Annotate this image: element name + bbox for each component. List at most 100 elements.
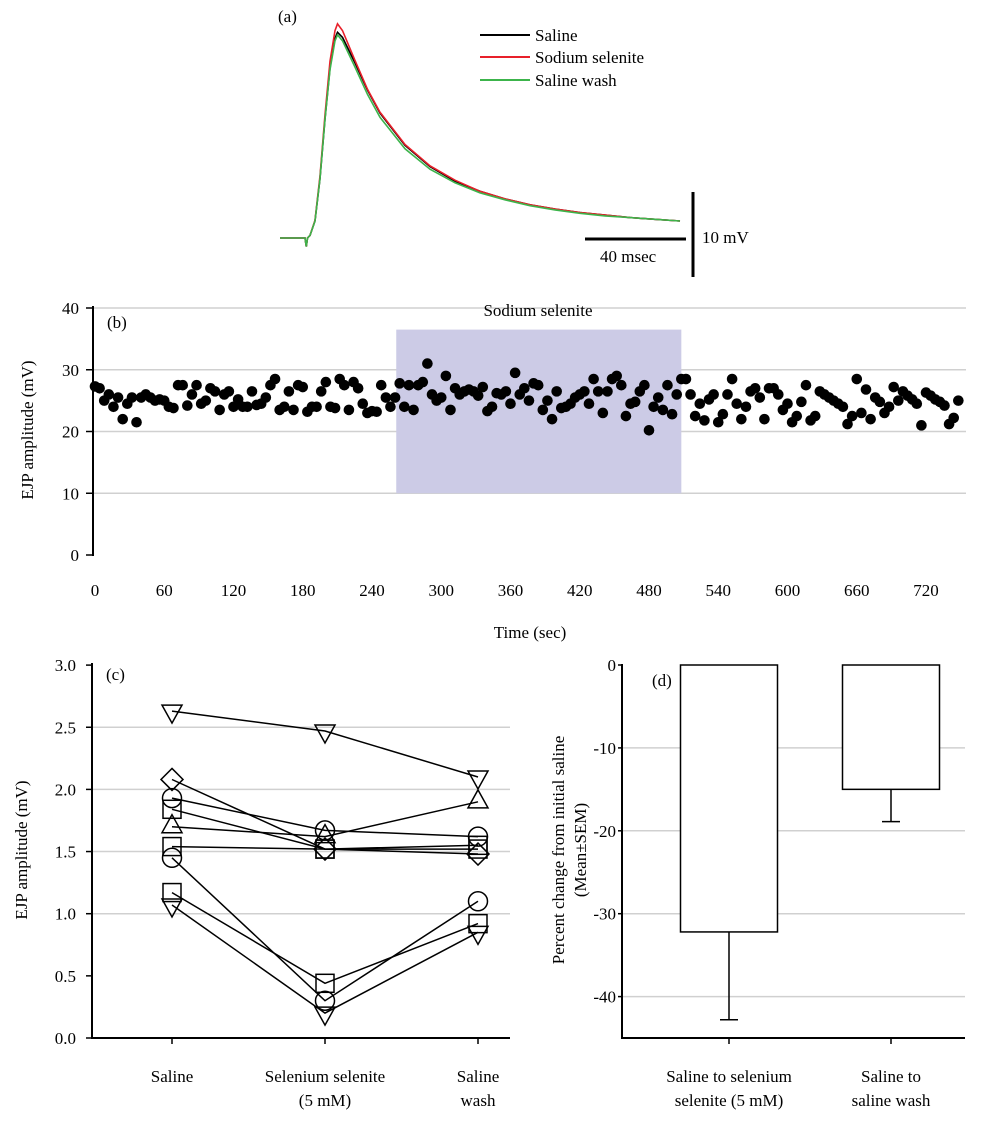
marker-triangle-down [160, 704, 184, 725]
data-point [629, 396, 641, 408]
data-point [117, 413, 129, 425]
data-point [740, 401, 752, 413]
series-line [171, 710, 479, 778]
series-line [171, 904, 479, 1014]
data-point [888, 381, 900, 393]
series-line [171, 845, 478, 850]
data-point [131, 416, 142, 428]
data-point [509, 367, 521, 379]
data-point [883, 401, 895, 413]
data-point [592, 386, 604, 397]
data-point [685, 389, 696, 400]
data-point [108, 401, 119, 413]
data-point [297, 381, 309, 393]
marker-diamond [465, 841, 491, 867]
data-point [948, 412, 960, 424]
x-tick-label: (5 mM) [299, 1091, 351, 1110]
data-point [311, 401, 322, 413]
data-point [288, 404, 299, 416]
data-point [731, 398, 743, 410]
marker-triangle-down [313, 724, 337, 745]
data-point [597, 407, 609, 419]
data-point [736, 413, 747, 425]
marker-triangle-down [466, 925, 490, 946]
x-tick-label: Saline to selenium [666, 1067, 792, 1086]
data-point [403, 379, 415, 391]
series-lines [159, 704, 491, 1027]
x-tick-label: 540 [706, 581, 732, 600]
data-point [846, 410, 858, 422]
x-tick-label: wash [461, 1091, 496, 1110]
data-point [953, 395, 964, 406]
y-tick-label: 0 [71, 546, 80, 565]
series-line [171, 797, 479, 838]
data-point [726, 373, 738, 385]
y-tick-label: 20 [62, 423, 79, 442]
data-point [209, 386, 221, 397]
series-circle [161, 847, 489, 1011]
data-point [939, 400, 950, 411]
data-point [602, 386, 613, 397]
marker-square [468, 839, 488, 859]
data-point [754, 392, 766, 403]
data-point [588, 373, 599, 385]
data-point [94, 382, 105, 394]
data-point [445, 404, 456, 416]
y-tick-label: -10 [593, 739, 616, 758]
data-point [856, 407, 867, 419]
data-point [168, 402, 179, 414]
data-point [546, 413, 558, 425]
data-point [223, 386, 235, 397]
data-point [791, 410, 803, 422]
data-point [759, 413, 770, 425]
x-ticks: 0 60 120 180 240 300 360 420 480 540 600 660 720 [91, 581, 939, 600]
data-point [708, 389, 719, 400]
data-point [408, 404, 419, 416]
marker-square [162, 799, 182, 820]
panel-c: 0.0 0.5 1.0 1.5 2.0 2.5 3.0 Saline Selenium sel… [12, 656, 510, 1110]
data-point [214, 404, 225, 416]
data-point [380, 392, 392, 403]
data-point [666, 408, 678, 420]
data-point [417, 376, 429, 388]
data-point [542, 395, 553, 406]
y-tick-label: 10 [62, 484, 79, 503]
data-point [186, 389, 198, 400]
y-axis-label: EJP amplitude (mV) [12, 780, 31, 919]
data-point [389, 392, 401, 403]
x-tick-label: 720 [913, 581, 939, 600]
x-ticks: Saline Selenium selenite (5 mM) Saline wash [151, 1038, 499, 1110]
legend-label: Sodium selenite [535, 48, 644, 67]
data-point [579, 386, 590, 397]
data-point [375, 379, 387, 391]
data-point [352, 382, 364, 394]
y-tick-label: 1.5 [55, 843, 76, 862]
marker-triangle-up [160, 813, 184, 834]
series-triangle-down [160, 898, 490, 1027]
data-point [657, 404, 669, 416]
series-line [171, 891, 479, 985]
y-axis-label-sub: (Mean±SEM) [571, 803, 590, 897]
legend-label: Saline [535, 26, 578, 45]
x-tick-label: 660 [844, 581, 870, 600]
data-point [191, 379, 202, 391]
data-point [699, 415, 710, 426]
x-tick-label: 300 [429, 581, 455, 600]
data-point [749, 382, 761, 394]
data-point [103, 389, 115, 400]
y-tick-label: 0.5 [55, 967, 76, 986]
series-line [171, 801, 479, 838]
data-point [911, 398, 923, 410]
data-point [182, 400, 193, 411]
x-tick-label: 360 [498, 581, 524, 600]
marker-circle [161, 787, 183, 809]
data-point [126, 392, 138, 403]
data-point [680, 373, 692, 385]
marker-triangle-down [313, 1006, 337, 1027]
data-point [874, 396, 886, 408]
data-point [315, 386, 327, 397]
data-point [200, 395, 212, 406]
y-tick-label: 40 [62, 299, 79, 318]
marker-diamond [159, 767, 185, 792]
data-point [472, 390, 484, 401]
